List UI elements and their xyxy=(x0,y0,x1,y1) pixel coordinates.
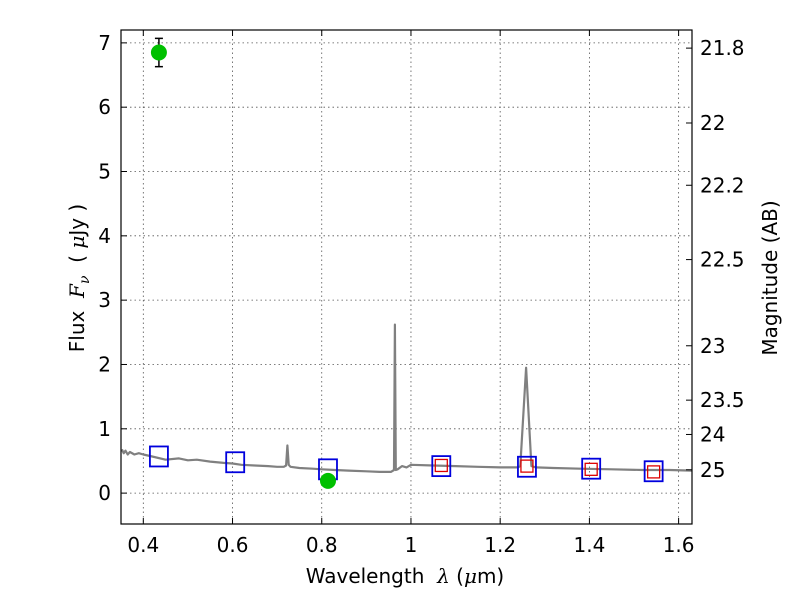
plot-frame xyxy=(120,29,693,525)
y2-tick-label: 21.8 xyxy=(700,36,745,60)
observed-band-marker xyxy=(584,462,598,476)
y-tick-label: 5 xyxy=(98,160,111,184)
y2-tick-label: 22 xyxy=(700,111,725,135)
observed-band-marker xyxy=(434,458,448,473)
observed-band-marker xyxy=(646,465,661,479)
y-tick-label: 2 xyxy=(98,352,111,376)
y-tick-label: 7 xyxy=(98,31,111,55)
model-band-marker xyxy=(581,457,602,480)
chart-series xyxy=(120,37,693,489)
x-axis-label: Wavelength λ (μm) xyxy=(306,564,505,588)
y2-tick-label: 22.5 xyxy=(700,248,745,272)
model-band-marker xyxy=(517,455,537,478)
y-tick-label: 0 xyxy=(98,481,111,505)
photometry-point xyxy=(150,44,167,61)
x-tick-label: 1 xyxy=(405,533,418,557)
x-tick-label: 0.4 xyxy=(127,533,159,557)
y2-tick-label: 23 xyxy=(700,334,725,358)
y-tick-label: 4 xyxy=(98,224,111,248)
y2-tick-label: 23.5 xyxy=(700,388,745,412)
x-tick-label: 1.2 xyxy=(484,533,516,557)
x-tick-label: 0.6 xyxy=(217,533,249,557)
y2-tick-label: 22.2 xyxy=(700,173,745,197)
grid-lines xyxy=(121,30,692,524)
y2-axis-label: Magnitude (AB) xyxy=(758,200,782,355)
observed-band-marker xyxy=(520,459,534,473)
y2-tick-label: 24 xyxy=(700,422,725,446)
spectrum-line xyxy=(120,323,693,473)
model-band-marker xyxy=(149,445,169,468)
y-tick-label: 3 xyxy=(98,288,111,312)
y-tick-label: 1 xyxy=(98,417,111,441)
model-band-marker xyxy=(225,451,246,474)
x-tick-label: 0.8 xyxy=(306,533,338,557)
model-band-marker xyxy=(643,460,664,483)
model-band-marker xyxy=(431,455,452,478)
x-tick-label: 1.6 xyxy=(663,533,695,557)
y2-tick-label: 25 xyxy=(700,458,725,482)
photometry-point xyxy=(319,472,336,489)
x-tick-label: 1.4 xyxy=(573,533,605,557)
y-tick-label: 6 xyxy=(98,95,111,119)
y-axis-label: Flux Fν ( μJy ) xyxy=(65,204,93,352)
